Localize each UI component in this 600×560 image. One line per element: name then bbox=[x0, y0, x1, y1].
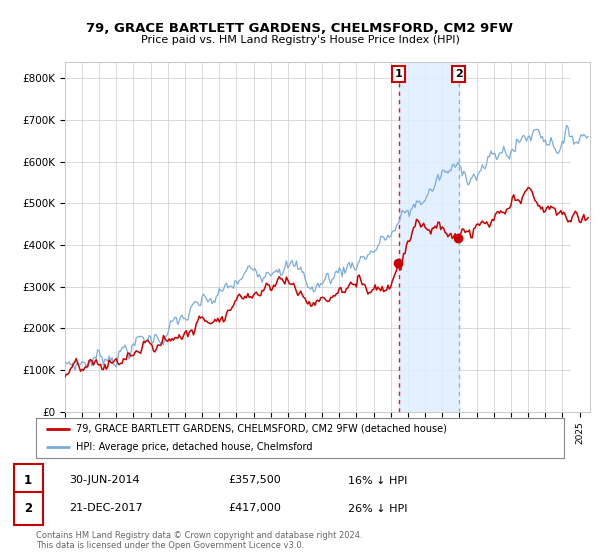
Text: 79, GRACE BARTLETT GARDENS, CHELMSFORD, CM2 9FW: 79, GRACE BARTLETT GARDENS, CHELMSFORD, … bbox=[86, 22, 514, 35]
Text: 2: 2 bbox=[24, 502, 32, 515]
Text: 26% ↓ HPI: 26% ↓ HPI bbox=[348, 503, 407, 514]
Text: 79, GRACE BARTLETT GARDENS, CHELMSFORD, CM2 9FW (detached house): 79, GRACE BARTLETT GARDENS, CHELMSFORD, … bbox=[76, 424, 446, 433]
Text: 2: 2 bbox=[455, 69, 463, 79]
Bar bbox=[571, 62, 590, 412]
Text: 16% ↓ HPI: 16% ↓ HPI bbox=[348, 475, 407, 486]
Text: Contains HM Land Registry data © Crown copyright and database right 2024.
This d: Contains HM Land Registry data © Crown c… bbox=[36, 531, 362, 550]
Text: 21-DEC-2017: 21-DEC-2017 bbox=[69, 503, 143, 514]
Text: Price paid vs. HM Land Registry's House Price Index (HPI): Price paid vs. HM Land Registry's House … bbox=[140, 35, 460, 45]
Bar bbox=[398, 62, 458, 412]
Text: 30-JUN-2014: 30-JUN-2014 bbox=[69, 475, 140, 486]
Text: 1: 1 bbox=[395, 69, 403, 79]
Text: £357,500: £357,500 bbox=[228, 475, 281, 486]
Text: 1: 1 bbox=[24, 474, 32, 487]
Text: £417,000: £417,000 bbox=[228, 503, 281, 514]
Text: HPI: Average price, detached house, Chelmsford: HPI: Average price, detached house, Chel… bbox=[76, 442, 312, 452]
